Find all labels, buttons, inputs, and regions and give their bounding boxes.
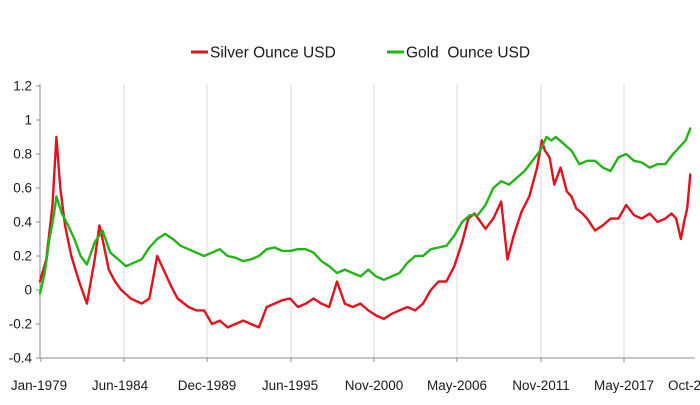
x-tick-label: May-2017 <box>594 378 654 393</box>
series <box>38 127 692 329</box>
y-tick-label: 0.2 <box>13 249 32 264</box>
y-tick-label: 0 <box>24 283 32 298</box>
y-tick-label: 1 <box>24 113 32 128</box>
legend-label-gold: Gold Ounce USD <box>406 45 530 62</box>
x-tick-label: Dec-1989 <box>178 378 237 393</box>
y-tick-label: 0.6 <box>13 181 32 196</box>
x-tick-label: Nov-2011 <box>512 378 570 393</box>
legend-label-silver: Silver Ounce USD <box>210 45 336 62</box>
y-tick-label: 0.8 <box>13 147 32 162</box>
x-tick-label: Jun-1984 <box>92 378 149 393</box>
series-line-gold <box>38 127 692 295</box>
x-tick-label: Nov-2000 <box>345 378 404 393</box>
y-tick-label: 1.2 <box>13 79 32 94</box>
axes: -0.4 -0.2 0 0.2 0.4 0.6 0.8 1 1.2 Jan-1979 Jun-198… <box>9 79 700 394</box>
y-tick-label: -0.4 <box>9 351 33 366</box>
legend: Silver Ounce USD Gold Ounce USD <box>191 45 530 62</box>
x-tick-label: Oct-2 <box>668 378 700 393</box>
y-tick-label: -0.2 <box>9 317 32 332</box>
y-tick-label: 0.4 <box>13 215 32 230</box>
x-tick-label: Jan-1979 <box>11 378 67 393</box>
x-tick-label: Jun-1995 <box>262 378 318 393</box>
gridlines <box>123 84 625 358</box>
x-tick-label: May-2006 <box>427 378 487 393</box>
series-line-silver <box>38 135 692 329</box>
